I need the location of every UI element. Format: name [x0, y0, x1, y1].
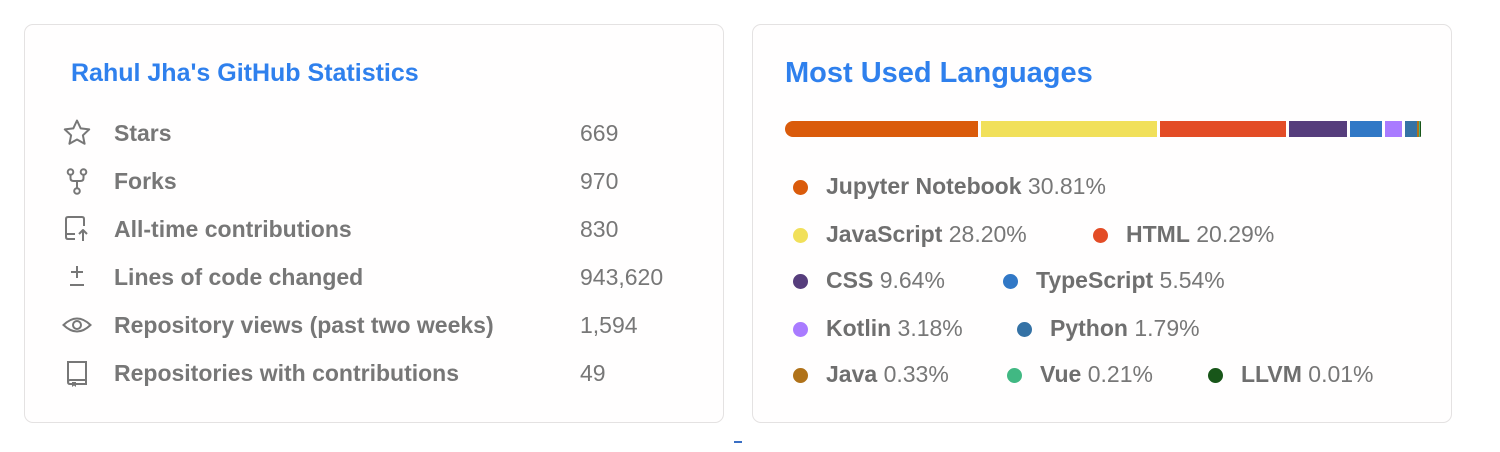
language-name: Kotlin [826, 315, 892, 341]
language-dot [1208, 368, 1223, 383]
language-name: Python [1050, 315, 1128, 341]
language-bar-segment [1288, 121, 1347, 137]
language-percent: 0.01% [1308, 361, 1374, 387]
language-bar-segment [1159, 121, 1286, 137]
language-name: Jupyter Notebook [826, 173, 1022, 199]
language-percent: 1.79% [1134, 315, 1200, 341]
stat-row-repositories: Repositories with contributions 49 [61, 357, 701, 389]
language-bar-segment [785, 121, 978, 137]
stat-label-forks: Forks [114, 168, 177, 194]
language-name: JavaScript [826, 221, 943, 247]
stat-row-contributions: All-time contributions 830 [61, 213, 701, 245]
fork-icon [61, 165, 93, 197]
stat-value-stars: 669 [580, 120, 619, 146]
language-name: Java [826, 361, 878, 387]
language-dot [793, 180, 808, 195]
language-percent: 20.29% [1196, 221, 1275, 247]
stat-value-forks: 970 [580, 168, 619, 194]
stats-card-title: Rahul Jha's GitHub Statistics [71, 59, 419, 87]
language-progress-bar [785, 121, 1421, 137]
language-percent: 9.64% [879, 267, 945, 293]
language-name: LLVM [1241, 361, 1302, 387]
stat-label-lines-changed: Lines of code changed [114, 264, 364, 290]
language-percent: 0.21% [1087, 361, 1153, 387]
language-dot [793, 322, 808, 337]
stat-row-stars: Stars 669 [61, 117, 701, 149]
star-icon [61, 117, 93, 149]
stat-label-contributions: All-time contributions [114, 216, 352, 242]
language-dot [793, 228, 808, 243]
language-bar-segment [1419, 121, 1421, 137]
language-percent: 0.33% [883, 361, 949, 387]
language-percent: 30.81% [1027, 173, 1106, 199]
language-dot [1017, 322, 1032, 337]
language-dot [793, 274, 808, 289]
stat-value-contributions: 830 [580, 216, 619, 242]
stat-label-repositories: Repositories with contributions [114, 360, 460, 386]
language-bar-segment [1416, 121, 1419, 137]
language-bar-segment [1349, 121, 1382, 137]
divider-dash [734, 441, 742, 443]
language-dot [793, 368, 808, 383]
stat-value-lines-changed: 943,620 [580, 264, 664, 290]
plus-minus-icon [61, 261, 93, 293]
language-name: CSS [826, 267, 874, 293]
stat-row-forks: Forks 970 [61, 165, 701, 197]
language-dot [1007, 368, 1022, 383]
language-percent: 28.20% [948, 221, 1027, 247]
language-bar-segment [1384, 121, 1403, 137]
stat-row-lines-changed: Lines of code changed 943,620 [61, 261, 701, 293]
language-name: HTML [1126, 221, 1190, 247]
stat-value-views: 1,594 [580, 312, 638, 338]
language-percent: 3.18% [897, 315, 963, 341]
stat-row-views: Repository views (past two weeks) 1,594 [61, 309, 701, 341]
github-stats-card: Rahul Jha's GitHub Statistics Stars 669 … [24, 24, 724, 423]
language-bar-segment [980, 121, 1157, 137]
stat-label-views: Repository views (past two weeks) [114, 312, 494, 338]
commit-upload-icon [61, 213, 93, 245]
stat-label-stars: Stars [114, 120, 172, 146]
languages-card: Most Used Languages Jupyter Notebook 30.… [752, 24, 1452, 423]
language-name: Vue [1040, 361, 1082, 387]
repo-icon [61, 357, 93, 389]
language-percent: 5.54% [1159, 267, 1225, 293]
language-dot [1093, 228, 1108, 243]
language-bar-segment [1418, 121, 1420, 137]
languages-card-title: Most Used Languages [785, 57, 1093, 89]
stat-value-repositories: 49 [580, 360, 606, 386]
language-name: TypeScript [1036, 267, 1154, 293]
language-dot [1003, 274, 1018, 289]
eye-icon [61, 309, 93, 341]
language-bar-segment [1405, 121, 1417, 137]
